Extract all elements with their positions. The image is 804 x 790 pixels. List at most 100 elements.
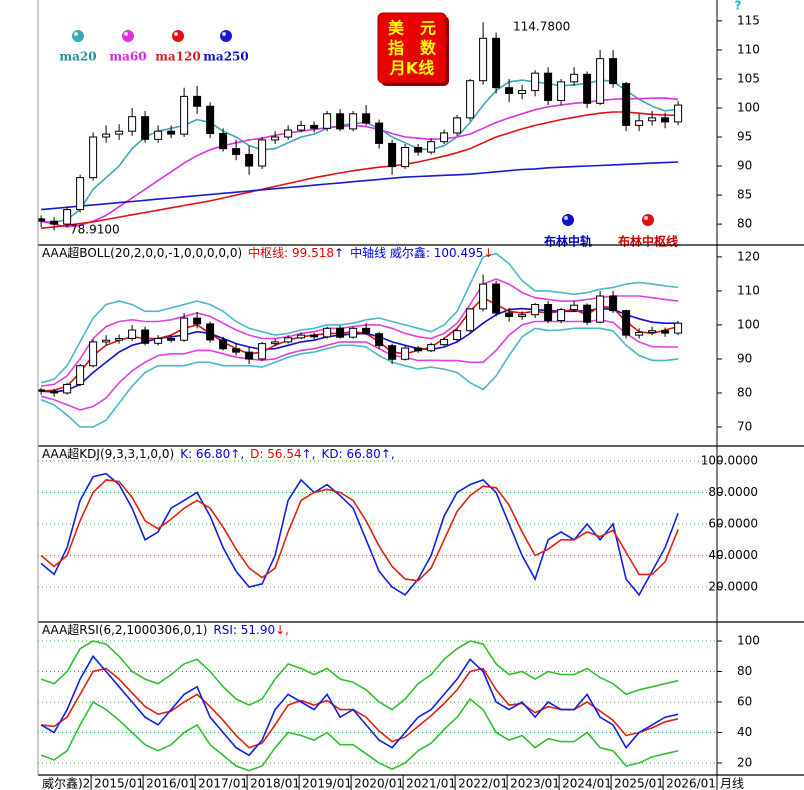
x-tick-label: 2019/01	[302, 777, 352, 790]
candle-body	[583, 304, 592, 323]
footer-left: 威尔鑫)2	[42, 776, 90, 790]
candle-body	[362, 327, 371, 335]
series-line	[40, 97, 679, 228]
candle-body	[570, 73, 579, 83]
y-tick-label: 95	[737, 130, 752, 144]
candle-body	[635, 331, 644, 336]
candle-body	[284, 337, 293, 343]
candle-body	[479, 37, 488, 82]
y-tick-label: 100	[737, 100, 760, 114]
candle-body	[258, 343, 267, 360]
title-line: 指 数	[388, 39, 437, 58]
candle-body	[38, 389, 46, 392]
candle-body	[622, 310, 631, 336]
y-tick-label: 60	[737, 695, 752, 709]
indicator-arrow: ↑,	[381, 447, 395, 461]
candle-body	[167, 130, 176, 135]
x-tick-label: 2017/01	[198, 777, 248, 790]
legend-label: 布林中轨	[544, 234, 592, 249]
indicator-value: K: 66.80	[180, 447, 230, 461]
candle-body	[245, 351, 254, 360]
candle-body	[544, 72, 553, 101]
y-tick-label: 90	[737, 159, 752, 173]
candle-body	[427, 344, 436, 352]
candle-body	[661, 117, 670, 123]
legend-ball	[122, 30, 134, 42]
candle-body	[414, 146, 423, 153]
candle-body	[193, 317, 202, 325]
legend-ball-highlight	[174, 32, 178, 36]
series-line	[41, 111, 679, 229]
candle-body	[388, 345, 397, 360]
panel	[38, 460, 717, 597]
y-tick-label: 70	[737, 419, 752, 433]
candle-body	[440, 339, 449, 346]
candle-body	[544, 304, 553, 322]
legend-ball	[172, 30, 184, 42]
x-tick-label: 2020/01	[354, 777, 404, 790]
candle-body	[557, 309, 566, 322]
legend-label: 布林中枢线	[618, 234, 678, 249]
candle-body	[635, 120, 644, 126]
candle-body	[206, 105, 215, 135]
candle-body	[466, 308, 475, 332]
candle-body	[63, 383, 72, 394]
title-box	[377, 12, 447, 84]
x-tick-label: 2018/01	[250, 777, 300, 790]
legend-ball-highlight	[222, 32, 226, 36]
panel	[38, 640, 717, 772]
candle-body	[492, 37, 501, 89]
y-tick-label: 110	[737, 283, 760, 297]
candle-body	[297, 124, 306, 131]
legend-label: ma60	[109, 50, 146, 64]
candle-body	[453, 330, 462, 341]
x-tick-label: 2023/01	[510, 777, 560, 790]
panel-header: AAA超BOLL(20,2,0,0,-1,0,0,0,0,0) 中枢线: 99.5…	[42, 245, 493, 260]
y-tick-label: 20.0000	[708, 580, 758, 594]
candle-body	[596, 295, 605, 323]
y-tick-label: 40	[737, 725, 752, 739]
candle-body	[76, 177, 85, 211]
x-tick-label: 2015/01	[94, 777, 144, 790]
candle-body	[167, 338, 176, 341]
legend-ball-highlight	[124, 32, 128, 36]
series-line	[40, 479, 679, 582]
legend-ball	[72, 30, 84, 42]
candle-body	[349, 113, 358, 130]
candle-body	[531, 72, 540, 92]
indicator-arrow: ↓	[483, 246, 493, 260]
indicator-value: 中轴线 威尔鑫: 100.495	[350, 245, 483, 260]
candle-body	[193, 95, 202, 107]
legend-label: ma20	[59, 50, 96, 64]
candle-body	[284, 129, 293, 138]
candle-body	[180, 317, 189, 341]
candle-body	[570, 304, 579, 311]
candle-body	[219, 133, 228, 150]
candle-body	[336, 327, 345, 338]
candle-body	[674, 322, 683, 334]
series-line	[40, 318, 679, 411]
candle-body	[89, 136, 98, 179]
candle-body	[388, 142, 397, 168]
indicator-arrow: ↑,	[230, 447, 244, 461]
candle-body	[375, 333, 384, 347]
candle-body	[102, 133, 111, 138]
candle-body	[505, 87, 514, 94]
candle-body	[414, 347, 423, 352]
y-tick-label: 85	[737, 188, 752, 202]
candle-body	[50, 390, 59, 394]
series-line	[40, 252, 679, 384]
help-icon[interactable]: ?	[735, 0, 742, 13]
series-line	[40, 654, 679, 757]
candle-body	[63, 209, 72, 225]
candle-body	[310, 334, 319, 338]
candle-body	[609, 58, 618, 85]
candle-body	[271, 341, 280, 345]
panel-title: AAA超KDJ(9,3,3,1,0,0)	[42, 446, 174, 461]
candle-body	[440, 132, 449, 143]
title-line: 美 元	[388, 19, 436, 38]
y-tick-label: 20	[737, 755, 752, 769]
x-tick-label: 2024/01	[562, 777, 612, 790]
y-tick-label: 90	[737, 351, 752, 365]
